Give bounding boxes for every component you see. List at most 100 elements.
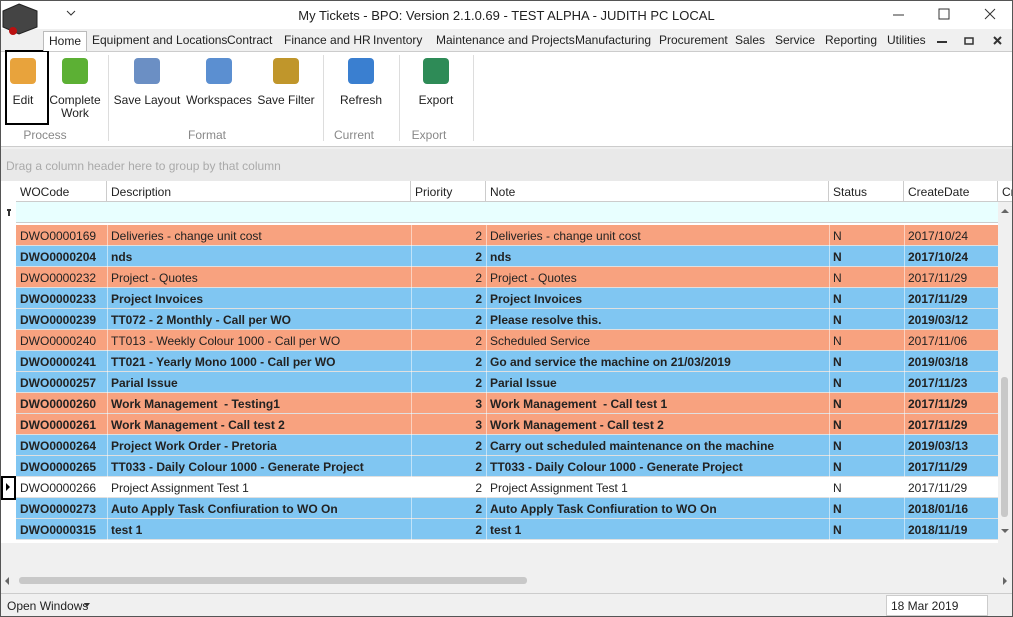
tab[interactable]: Sales — [735, 33, 766, 47]
cell-divider — [411, 330, 412, 351]
filter-row — [16, 202, 998, 223]
cell-divider — [904, 309, 905, 330]
table-row[interactable] — [16, 225, 998, 246]
table-row[interactable] — [16, 498, 998, 519]
column-header-cell — [16, 181, 107, 202]
table-cell: N — [833, 418, 842, 432]
table-cell: 2017/11/06 — [908, 334, 968, 348]
table-cell: N — [833, 481, 842, 495]
cell-divider — [411, 288, 412, 309]
table-row[interactable] — [16, 351, 998, 372]
cell-divider — [411, 372, 412, 393]
column-header[interactable]: Description — [111, 185, 172, 199]
cell-divider — [904, 498, 905, 519]
table-cell: Project - Quotes — [490, 271, 577, 285]
status-bar — [1, 593, 1012, 616]
column-header-cell — [998, 181, 1012, 202]
table-row[interactable] — [16, 246, 998, 267]
cell-divider — [486, 456, 487, 477]
cell-divider — [411, 267, 412, 288]
table-cell: 2 — [475, 523, 482, 537]
ribbon-button[interactable]: Complete Work — [49, 93, 101, 120]
table-row[interactable] — [16, 288, 998, 309]
ribbon-button[interactable]: Workspaces — [186, 93, 252, 107]
column-header[interactable]: Note — [490, 185, 516, 199]
table-row[interactable] — [16, 309, 998, 330]
cell-divider — [107, 372, 108, 393]
cell-divider — [829, 498, 830, 519]
table-cell: N — [833, 334, 842, 348]
cell-divider — [904, 288, 905, 309]
cell-divider — [486, 225, 487, 246]
table-row[interactable] — [16, 414, 998, 435]
button-icon — [10, 58, 36, 84]
tab[interactable]: Contract — [227, 33, 273, 47]
cell-divider — [411, 309, 412, 330]
table-row[interactable] — [16, 393, 998, 414]
tab[interactable]: Manufacturing — [575, 33, 652, 47]
table-cell: N — [833, 229, 842, 243]
table-cell: DWO0000204 — [20, 250, 97, 264]
tab[interactable]: Finance and HR — [284, 33, 371, 47]
table-cell: Scheduled Service — [490, 334, 591, 348]
table-cell: Carry out scheduled maintenance on the m… — [490, 439, 775, 453]
table-cell: N — [833, 313, 842, 327]
tab[interactable]: Service — [775, 33, 816, 47]
tab[interactable]: Utilities — [887, 33, 926, 47]
column-header[interactable]: WOCode — [20, 185, 70, 199]
date-field[interactable]: 18 Mar 2019 — [891, 599, 959, 613]
ribbon-button[interactable]: Refresh — [339, 93, 383, 107]
group-separator — [473, 55, 474, 141]
table-row[interactable] — [16, 267, 998, 288]
window-title: My Tickets - BPO: Version 2.1.0.69 - TES… — [298, 8, 715, 23]
ribbon-button[interactable]: Save Filter — [257, 93, 315, 107]
cell-divider — [411, 351, 412, 372]
table-cell: 2 — [475, 481, 482, 495]
table-cell: Project - Quotes — [111, 271, 198, 285]
column-header[interactable]: Status — [833, 185, 868, 199]
tab[interactable]: Procurement — [659, 33, 728, 47]
column-header-cell — [904, 181, 998, 202]
table-cell: 3 — [475, 397, 482, 411]
table-cell: Work Management - Testing1 — [111, 397, 280, 411]
tab[interactable]: Inventory — [373, 33, 423, 47]
table-cell: test 1 — [111, 523, 143, 537]
cell-divider — [411, 498, 412, 519]
table-row[interactable] — [16, 372, 998, 393]
table-cell: 2017/10/24 — [908, 229, 969, 243]
tab[interactable]: Equipment and Locations — [92, 33, 228, 47]
table-cell: 2017/11/29 — [908, 271, 968, 285]
cell-divider — [486, 309, 487, 330]
table-row[interactable] — [16, 435, 998, 456]
table-cell: 2019/03/12 — [908, 313, 969, 327]
cell-divider — [904, 330, 905, 351]
ribbon-button[interactable]: Edit — [12, 93, 34, 107]
column-header[interactable]: Cr — [1002, 185, 1012, 199]
cell-divider — [904, 435, 905, 456]
column-header[interactable]: CreateDate — [908, 185, 970, 199]
ribbon-button[interactable]: Save Layout — [113, 93, 181, 107]
cell-divider — [486, 330, 487, 351]
table-cell: 2 — [475, 229, 482, 243]
table-cell: DWO0000257 — [20, 376, 97, 390]
table-cell: Parial Issue — [490, 376, 557, 390]
cell-divider — [411, 225, 412, 246]
open-windows[interactable]: Open Windows — [7, 599, 89, 613]
table-row[interactable] — [16, 456, 998, 477]
tab[interactable]: Reporting — [825, 33, 878, 47]
cell-divider — [486, 372, 487, 393]
scroll-chrome — [5, 201, 1012, 585]
column-header[interactable]: Priority — [415, 185, 453, 199]
ribbon-button[interactable]: Export — [418, 93, 454, 107]
title-bar — [1, 1, 1012, 29]
tab[interactable]: Home — [43, 31, 88, 51]
cell-divider — [411, 246, 412, 267]
cell-divider — [107, 246, 108, 267]
table-row[interactable] — [16, 519, 998, 540]
table-cell: 2018/11/19 — [908, 523, 968, 537]
cell-divider — [829, 477, 830, 498]
table-row[interactable] — [16, 330, 998, 351]
tab[interactable]: Maintenance and Projects — [436, 33, 575, 47]
table-row[interactable] — [16, 477, 998, 498]
table-cell: Work Management - Call test 2 — [490, 418, 664, 432]
